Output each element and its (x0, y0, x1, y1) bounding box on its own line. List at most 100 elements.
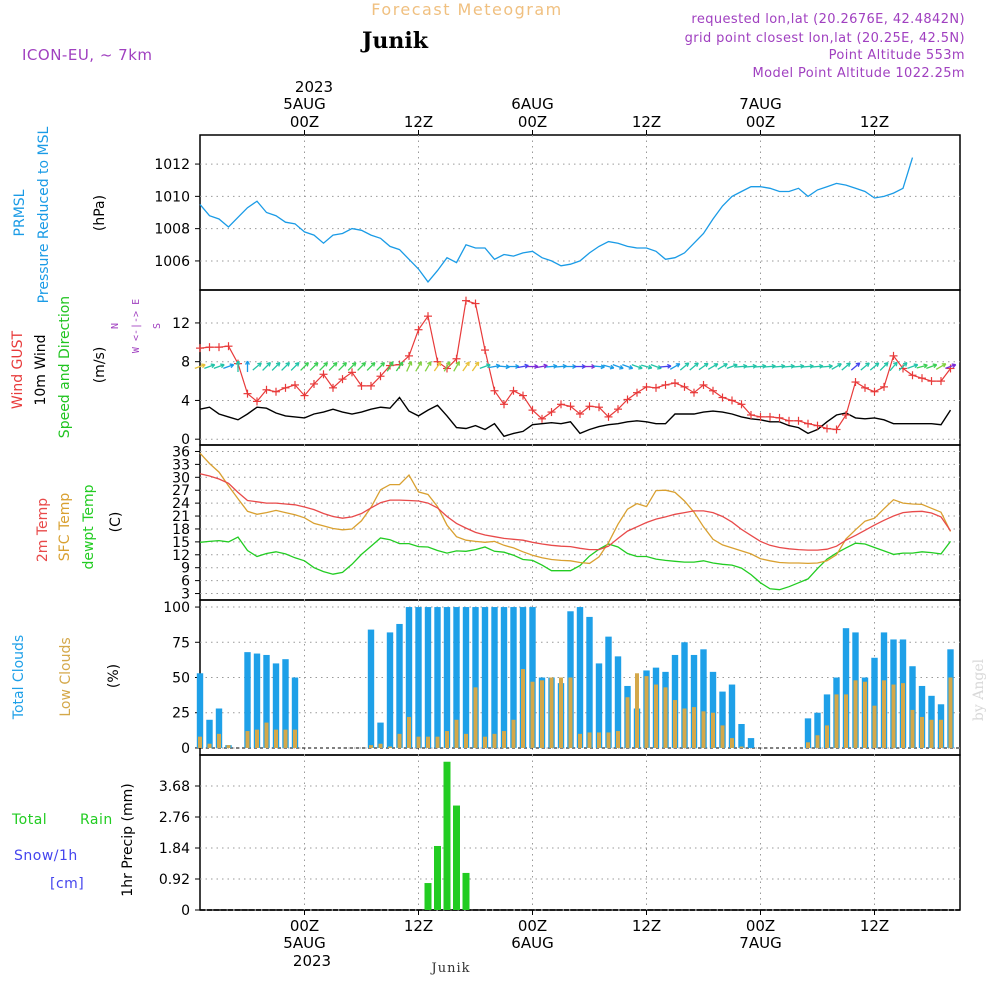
temperature-ytick-label: 12 (172, 548, 190, 564)
wind-gust-marker (319, 370, 328, 379)
svg-text:S: S (152, 323, 163, 329)
precip-ytick-label: 3.68 (159, 779, 190, 795)
wind-gust-marker (538, 414, 546, 423)
wind-direction-arrow (204, 363, 216, 370)
pressure-panel (199, 157, 914, 283)
total-clouds-bar (453, 607, 460, 748)
wind-gust-marker (215, 343, 223, 352)
low-clouds-bar (720, 725, 725, 748)
wind-direction-arrow (194, 363, 206, 370)
low-clouds-bar (910, 709, 915, 748)
wind-gust-marker (633, 388, 641, 397)
wind-direction-arrow (262, 362, 272, 371)
low-clouds-bar (682, 708, 687, 748)
wind-direction-arrow (245, 360, 250, 373)
total-clouds-bar (700, 649, 707, 748)
low-clouds-bar (578, 733, 582, 748)
wind-gust-marker (927, 377, 936, 386)
temperature-ytick-label: 30 (172, 470, 190, 486)
total-clouds-bar (595, 663, 603, 748)
low-clouds-bar (521, 669, 525, 748)
top-tick-label: 00Z (746, 113, 775, 131)
low-clouds-bar (492, 733, 497, 748)
wind-direction-arrow (347, 362, 357, 371)
wind-ytick-label: 0 (181, 432, 190, 448)
precip-axis-label: 1hr Precip (mm) (120, 783, 136, 896)
low-clouds-bar (606, 732, 611, 748)
temp-2m-label: 2m Temp (35, 498, 51, 562)
wind-direction-arrow (850, 362, 861, 371)
wind-gust-marker (747, 410, 755, 419)
total-clouds-bar (386, 632, 394, 748)
wind-gust-marker (376, 372, 385, 381)
wind-dir-label: Speed and Direction (57, 296, 73, 438)
low-clouds-bar (245, 731, 250, 748)
low-clouds-bar (739, 746, 744, 748)
wind-direction-arrow (309, 362, 319, 371)
low-clouds-bar (274, 729, 278, 748)
total-clouds-bar (396, 623, 403, 748)
wind-gust-marker (357, 381, 366, 390)
wind-direction-arrow (443, 361, 451, 372)
low-clouds-bar (198, 736, 202, 748)
wind-frame (199, 289, 961, 446)
temperature-ytick-label: 9 (181, 561, 190, 577)
total-clouds-bar (443, 607, 451, 748)
low-clouds-bar (502, 731, 506, 748)
low-clouds-bar (464, 733, 468, 748)
wind-gust-marker (794, 416, 803, 425)
low-clouds-bar (407, 716, 411, 748)
total-clouds-bar (196, 673, 204, 748)
low-clouds-bar (293, 729, 297, 748)
top-tick-label: 00Z (290, 113, 319, 131)
low-clouds-bar (625, 697, 630, 748)
wind-ytick-label: 12 (172, 316, 190, 332)
wind-direction-arrow (764, 363, 776, 369)
wind-direction-arrow (659, 363, 672, 369)
wind-direction-arrow (935, 363, 947, 370)
low-clouds-bar (426, 736, 430, 748)
wind-direction-arrow (821, 363, 833, 369)
wind-direction-arrow (462, 361, 470, 372)
wind-direction-arrow (471, 361, 480, 372)
total-clouds-bar (823, 694, 831, 748)
wind-direction-arrow (689, 362, 699, 371)
total-clouds-bar (709, 671, 717, 748)
wind-gust-marker (623, 395, 632, 404)
low-clouds-bar (663, 687, 668, 748)
svg-text:N: N (110, 323, 121, 329)
dewpt-temp-label: dewpt Temp (81, 484, 97, 569)
total-clouds-bar (909, 666, 916, 748)
grid-point-coords: grid point closest lon,lat (20.25E, 42.5… (685, 31, 965, 46)
top-date-label: 7AUG (739, 95, 781, 113)
total-clouds-bar (576, 607, 584, 748)
wind-direction-arrow (735, 363, 748, 369)
wind-gust-marker (604, 412, 613, 421)
low-clouds-bar (948, 677, 953, 748)
low-clouds-bar (264, 722, 269, 748)
snow-unit: [cm] (50, 876, 84, 892)
low-clouds-bar (217, 733, 221, 748)
low-clouds-bar (815, 735, 820, 748)
wind-gust-marker (851, 378, 860, 387)
wind-gust-marker (690, 388, 698, 397)
low-clouds-bar (616, 731, 620, 748)
wind-gust-marker (870, 387, 879, 396)
low-clouds-bar (730, 738, 734, 748)
clouds-ytick-label: 25 (172, 706, 190, 722)
total-clouds-bar (605, 636, 612, 748)
wind-direction-arrow (235, 360, 241, 373)
low-clouds-bar (901, 683, 905, 748)
wind-gust-marker (471, 299, 480, 308)
point-altitude: Point Altitude 553m (829, 48, 965, 63)
wind-gust-marker (509, 386, 518, 395)
wind-gust-marker (300, 391, 309, 400)
wind-direction-arrow (811, 363, 824, 369)
wind-gust-marker (832, 425, 841, 434)
rain-bar (453, 805, 460, 910)
wind-gust-marker (823, 424, 831, 433)
wind-gust-marker (737, 400, 746, 409)
rain-bar (424, 883, 432, 910)
wind-gust-marker (291, 380, 299, 389)
wind-gust-marker (585, 402, 594, 411)
